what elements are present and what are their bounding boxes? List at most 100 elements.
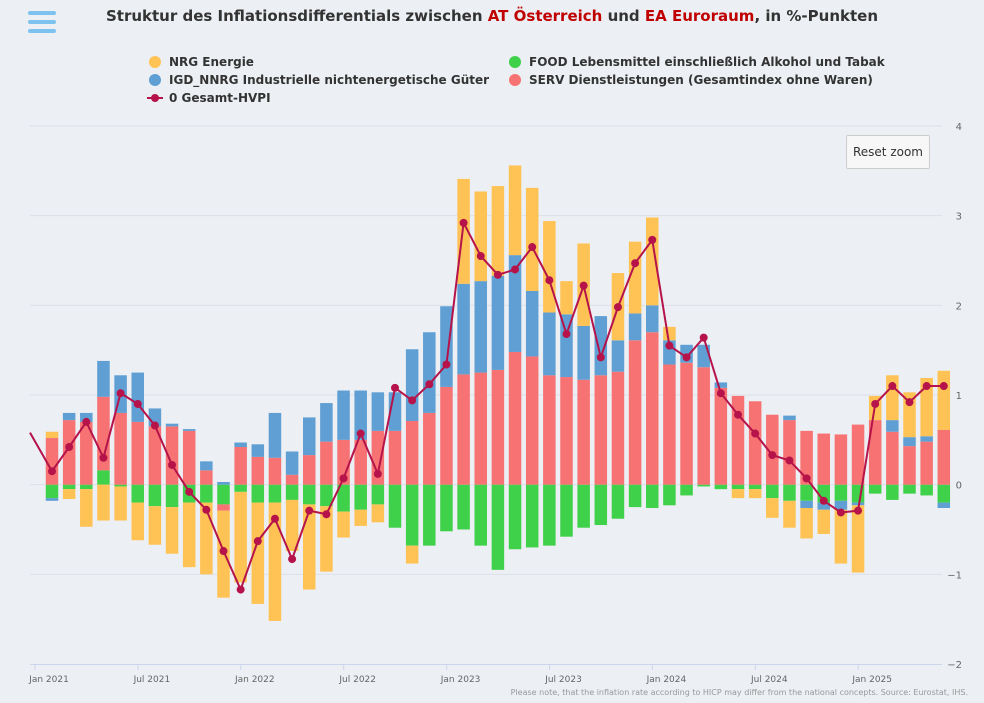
- bar-igd: [405, 349, 419, 421]
- bar-igd: [131, 372, 144, 422]
- point-total: [854, 506, 863, 515]
- bar-food: [217, 484, 230, 505]
- bar-serv: [817, 433, 830, 485]
- x-tick-label: Jan 2023: [440, 675, 481, 685]
- reset-zoom-button[interactable]: Reset zoom: [846, 135, 930, 169]
- point-total: [202, 505, 211, 514]
- point-total: [545, 276, 554, 285]
- bar-food: [423, 484, 436, 546]
- bar-igd: [474, 281, 487, 373]
- legend-item-total[interactable]: 0 Gesamt-HVPI: [147, 91, 271, 105]
- legend-label-serv: SERV Dienstleistungen (Gesamtindex ohne …: [529, 73, 873, 87]
- point-total: [562, 330, 571, 339]
- legend-item-nrg[interactable]: NRG Energie: [149, 55, 254, 69]
- bar-serv: [457, 374, 470, 485]
- legend-label-food: FOOD Lebensmittel einschließlich Alkohol…: [529, 55, 885, 69]
- y-tick-label: 3: [956, 212, 962, 223]
- x-tick-label: Jan 2024: [646, 675, 687, 685]
- bar-igd: [903, 437, 916, 447]
- bar-serv: [474, 372, 487, 485]
- point-total: [99, 453, 108, 462]
- point-total: [236, 585, 245, 594]
- title-text: Struktur des Inflationsdifferentials zwi…: [105, 7, 488, 25]
- x-tick-label: Jul 2022: [338, 675, 376, 685]
- legend-item-serv[interactable]: SERV Dienstleistungen (Gesamtindex ohne …: [509, 73, 873, 87]
- bar-nrg: [80, 489, 93, 527]
- bar-serv: [543, 375, 556, 485]
- bar-nrg: [748, 489, 762, 499]
- bar-food: [800, 484, 813, 501]
- bar-igd: [285, 451, 299, 475]
- bar-serv: [611, 371, 625, 485]
- bar-nrg: [354, 509, 367, 526]
- y-tick-label: −2: [947, 660, 962, 671]
- bar-igd: [320, 403, 333, 442]
- point-total: [356, 429, 365, 438]
- bar-serv: [646, 332, 659, 485]
- bar-nrg: [491, 186, 505, 276]
- bar-food: [714, 484, 728, 490]
- point-total: [682, 353, 691, 362]
- bar-food: [783, 484, 796, 501]
- bar-food: [508, 484, 522, 550]
- bar-serv: [748, 401, 762, 485]
- bar-food: [388, 484, 402, 528]
- title-text: und: [602, 7, 645, 25]
- bar-igd: [491, 275, 505, 370]
- legend-dot-igd: [149, 74, 161, 86]
- bar-nrg: [731, 489, 745, 499]
- bar-nrg: [268, 502, 282, 621]
- point-total: [48, 467, 56, 476]
- bar-serv: [697, 367, 710, 485]
- source-footnote: Please note, that the inflation rate acc…: [510, 688, 968, 697]
- bar-food: [491, 484, 505, 570]
- point-total: [785, 456, 794, 465]
- title-ea: EA Euroraum: [644, 7, 755, 25]
- bar-food: [920, 484, 933, 496]
- bar-food: [148, 484, 162, 507]
- bar-food: [285, 484, 299, 500]
- bar-nrg: [628, 241, 642, 314]
- bar-nrg: [251, 502, 265, 604]
- bar-nrg: [371, 504, 385, 523]
- bar-nrg: [543, 221, 556, 313]
- bar-serv: [268, 457, 282, 485]
- bar-nrg: [285, 499, 299, 552]
- bar-food: [165, 484, 179, 508]
- y-tick-label: −1: [947, 570, 962, 581]
- bar-food: [97, 470, 110, 485]
- bar-serv: [148, 426, 162, 485]
- x-tick-label: Jan 2025: [851, 675, 892, 685]
- bar-nrg: [800, 507, 813, 539]
- x-tick-label: Jan 2022: [234, 675, 275, 685]
- legend-dot-food: [509, 56, 521, 68]
- legend-dot-nrg: [149, 56, 161, 68]
- bar-serv: [594, 375, 608, 485]
- hamburger-menu-icon[interactable]: [28, 11, 56, 35]
- bar-nrg: [834, 509, 848, 564]
- legend-item-igd[interactable]: IGD_NNRG Industrielle nichtenergetische …: [149, 73, 489, 87]
- bar-serv: [868, 420, 882, 485]
- point-total: [699, 333, 708, 342]
- bar-food: [371, 484, 385, 505]
- bar-food: [405, 484, 419, 546]
- bar-igd: [80, 412, 93, 422]
- title-text: , in %-Punkten: [754, 7, 879, 25]
- point-total: [802, 474, 811, 483]
- bar-igd: [611, 340, 625, 372]
- bar-serv: [182, 430, 196, 485]
- bar-igd: [251, 444, 265, 457]
- legend-item-food[interactable]: FOOD Lebensmittel einschließlich Alkohol…: [509, 55, 885, 69]
- point-total: [459, 218, 468, 227]
- bar-igd: [371, 392, 385, 431]
- title-at: AT Österreich: [487, 7, 603, 25]
- y-axis: −2 −1 0 1 2 3 4: [947, 122, 962, 671]
- bar-serv: [440, 386, 453, 485]
- point-total: [939, 382, 948, 391]
- bar-food: [628, 484, 642, 508]
- bar-igd: [834, 500, 848, 510]
- bar-nrg: [114, 486, 127, 521]
- x-tick-label: Jul 2023: [544, 675, 582, 685]
- bar-nrg: [200, 502, 213, 575]
